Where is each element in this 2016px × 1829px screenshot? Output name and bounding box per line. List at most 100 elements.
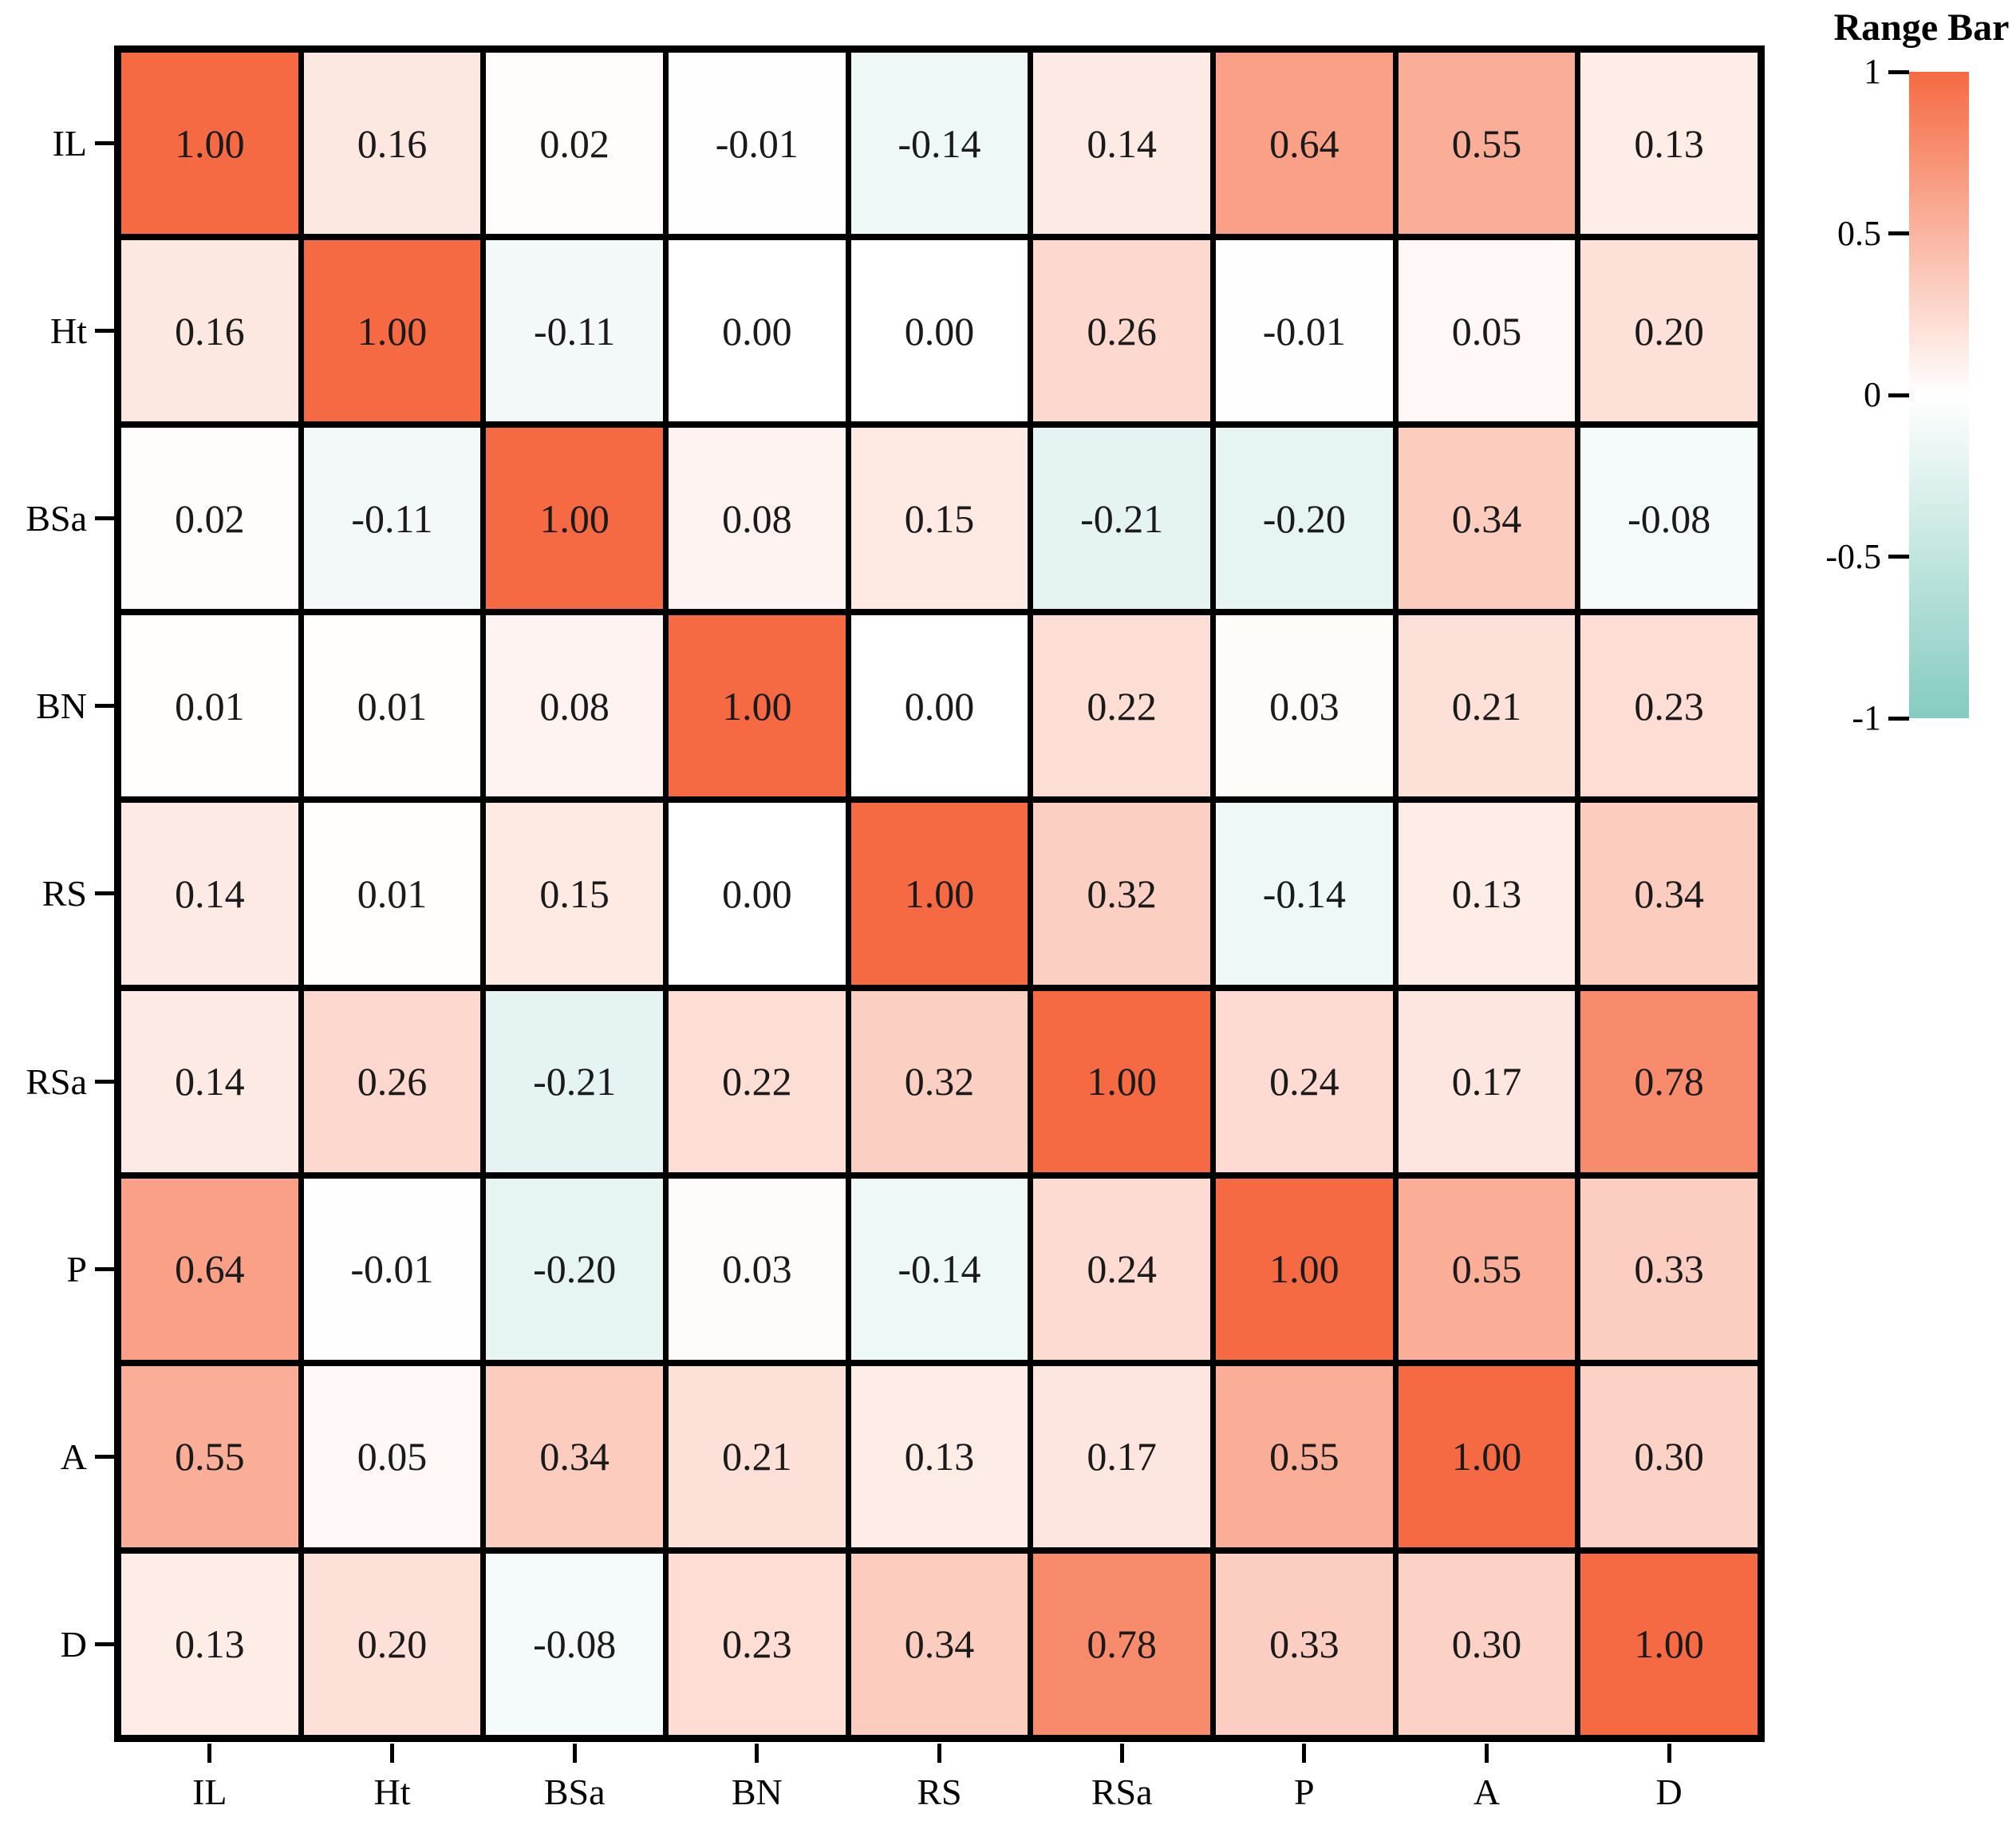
heatmap-cell: 0.26	[303, 990, 481, 1172]
x-axis-tick	[572, 1744, 577, 1763]
x-axis-label: BSa	[543, 1772, 606, 1812]
heatmap-cell: 0.00	[669, 803, 846, 985]
y-axis-label: BN	[36, 685, 87, 727]
heatmap-cell: 0.20	[1580, 240, 1758, 422]
legend-tick: -0.5	[1825, 539, 1909, 575]
heatmap-cell: 1.00	[303, 240, 481, 422]
heatmap-cell: 0.13	[850, 1365, 1028, 1547]
x-axis-label: D	[1655, 1772, 1683, 1812]
heatmap-cell: 0.34	[850, 1553, 1028, 1735]
x-axis-tick	[389, 1744, 394, 1763]
heatmap-cell: -0.14	[850, 1178, 1028, 1360]
y-axis-row: RSa	[0, 991, 114, 1172]
legend-tick-dash	[1888, 716, 1909, 721]
y-axis-row: BSa	[0, 428, 114, 609]
legend-tick: 0.5	[1837, 213, 1909, 253]
x-axis-label: BN	[731, 1772, 783, 1812]
y-axis-label: D	[60, 1623, 87, 1665]
heatmap-cell: 0.00	[669, 240, 846, 422]
colorbar-gradient	[1909, 72, 1969, 718]
heatmap-cell: -0.21	[1033, 428, 1210, 610]
heatmap-cell: 0.33	[1580, 1178, 1758, 1360]
heatmap-cell: 0.30	[1398, 1553, 1576, 1735]
heatmap-cell: 0.01	[303, 615, 481, 797]
y-axis-tick	[95, 1266, 114, 1271]
heatmap-cell: 0.13	[1580, 53, 1758, 235]
heatmap-cell: 0.08	[486, 615, 663, 797]
y-axis-tick	[95, 516, 114, 521]
legend-title: Range Bar	[1833, 6, 2010, 49]
x-axis-tick	[1667, 1744, 1671, 1763]
y-axis-label: BSa	[26, 498, 87, 539]
heatmap-cell: 0.13	[1398, 803, 1576, 985]
heatmap-cell: 0.02	[486, 53, 663, 235]
x-axis-col: A	[1399, 1742, 1576, 1828]
heatmap-cell: 0.15	[486, 803, 663, 985]
heatmap-cell: 0.05	[1398, 240, 1576, 422]
x-axis-label: Ht	[373, 1772, 411, 1812]
heatmap-cell: 0.21	[1398, 615, 1576, 797]
heatmap-cell: 0.55	[1398, 53, 1576, 235]
x-axis-label: A	[1473, 1772, 1501, 1812]
y-axis-row: BN	[0, 615, 114, 796]
y-axis-label: A	[60, 1436, 87, 1477]
y-axis-tick	[95, 704, 114, 709]
heatmap-cell: 0.02	[121, 428, 298, 610]
x-axis-tick	[755, 1744, 759, 1763]
x-axis: IL Ht BSa BN RS RSa P A D	[114, 1742, 1765, 1828]
heatmap-cell: 0.55	[121, 1365, 298, 1547]
heatmap-cell: 0.13	[121, 1553, 298, 1735]
x-axis-tick	[1484, 1744, 1489, 1763]
x-axis-col: BSa	[486, 1742, 663, 1828]
heatmap-cell: 0.08	[669, 428, 846, 610]
y-axis-tick	[95, 1079, 114, 1084]
x-axis-col: RS	[851, 1742, 1028, 1828]
x-axis-col: D	[1580, 1742, 1758, 1828]
y-axis-tick	[95, 141, 114, 146]
heatmap-cell: -0.20	[1216, 428, 1393, 610]
heatmap-cell: 0.24	[1033, 1178, 1210, 1360]
heatmap-cell: 0.23	[669, 1553, 846, 1735]
heatmap-cell: 0.33	[1216, 1553, 1393, 1735]
heatmap-cell: 0.78	[1580, 990, 1758, 1172]
x-axis-col: BN	[669, 1742, 846, 1828]
heatmap-cell: -0.14	[850, 53, 1028, 235]
heatmap-cell: -0.11	[303, 428, 481, 610]
heatmap-cell: 0.14	[121, 803, 298, 985]
legend-tick-dash	[1888, 69, 1909, 74]
correlation-heatmap: 1.00 0.16 0.02 -0.01 -0.14 0.14 0.64 0.55 0.13 0.…	[114, 45, 1765, 1742]
y-axis-row: P	[0, 1179, 114, 1360]
heatmap-cell: 0.01	[121, 615, 298, 797]
y-axis-tick	[95, 1641, 114, 1646]
heatmap-cell: 0.34	[1398, 428, 1576, 610]
y-axis-row: D	[0, 1554, 114, 1735]
heatmap-cell: 0.17	[1398, 990, 1576, 1172]
heatmap-cell: 0.16	[121, 240, 298, 422]
heatmap-cell: -0.01	[1216, 240, 1393, 422]
heatmap-cell: 0.16	[303, 53, 481, 235]
y-axis-label: RSa	[26, 1061, 87, 1102]
heatmap-cell: 0.30	[1580, 1365, 1758, 1547]
heatmap-cell: 0.55	[1398, 1178, 1576, 1360]
heatmap-cell: 0.20	[303, 1553, 481, 1735]
heatmap-cell: 0.14	[1033, 53, 1210, 235]
heatmap-cell: 0.00	[850, 615, 1028, 797]
y-axis-row: Ht	[0, 240, 114, 421]
legend-tick-dash	[1888, 555, 1909, 559]
x-axis-col: Ht	[304, 1742, 481, 1828]
heatmap-cell: 0.78	[1033, 1553, 1210, 1735]
heatmap-cell: 0.17	[1033, 1365, 1210, 1547]
legend-body: 1 0.5 0 -0.5 -1	[1825, 54, 2016, 736]
heatmap-cell: 0.22	[669, 990, 846, 1172]
y-axis-tick	[95, 329, 114, 334]
legend-tick-label: -0.5	[1825, 536, 1881, 576]
heatmap-cell: 0.64	[1216, 53, 1393, 235]
heatmap-cell: 1.00	[1398, 1365, 1576, 1547]
heatmap-cell: 1.00	[1216, 1178, 1393, 1360]
heatmap-cell: 0.26	[1033, 240, 1210, 422]
heatmap-cell: -0.01	[669, 53, 846, 235]
legend-tick-label: 0.5	[1837, 213, 1881, 253]
x-axis-label: RS	[917, 1772, 962, 1812]
x-axis-col: P	[1216, 1742, 1393, 1828]
heatmap-cell: -0.20	[486, 1178, 663, 1360]
